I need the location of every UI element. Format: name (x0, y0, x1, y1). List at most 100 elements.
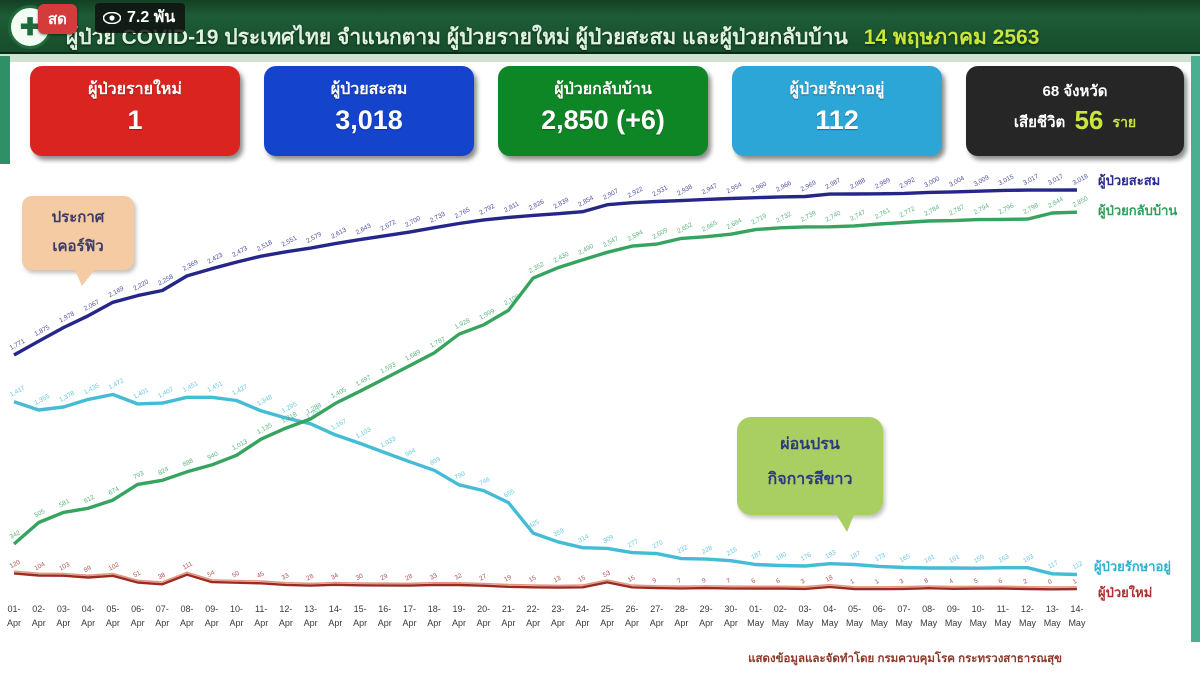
frame-strip-right (1191, 56, 1200, 642)
svg-text:746: 746 (478, 476, 491, 487)
svg-text:Apr: Apr (131, 618, 145, 628)
svg-text:06-: 06- (873, 604, 886, 614)
svg-text:Apr: Apr (304, 618, 318, 628)
svg-text:2,839: 2,839 (552, 196, 570, 210)
svg-text:3,004: 3,004 (948, 175, 966, 189)
stat-value: 2,850 (+6) (541, 105, 665, 135)
svg-text:20-: 20- (477, 604, 490, 614)
svg-text:2,609: 2,609 (651, 227, 669, 241)
svg-text:Apr: Apr (526, 618, 540, 628)
annotation-curfew: ประกาศ เคอร์ฟิว (22, 196, 134, 286)
svg-text:2,761: 2,761 (874, 207, 892, 221)
svg-text:May: May (846, 618, 864, 628)
svg-text:08-: 08- (181, 604, 194, 614)
svg-text:May: May (920, 618, 938, 628)
svg-text:05-: 05- (848, 604, 861, 614)
svg-text:02-: 02- (774, 604, 787, 614)
stat-label: ผู้ป่วยรักษาอยู่ (789, 81, 885, 98)
svg-text:3: 3 (800, 578, 807, 586)
svg-text:309: 309 (602, 534, 615, 545)
svg-text:2,732: 2,732 (775, 211, 793, 225)
svg-text:May: May (1019, 618, 1037, 628)
annotation-curfew-line2: เคอร์ฟิว (52, 237, 104, 255)
svg-text:2,989: 2,989 (874, 177, 892, 191)
svg-text:18-: 18- (428, 604, 441, 614)
svg-text:2,473: 2,473 (231, 245, 249, 259)
svg-text:01-: 01- (7, 604, 20, 614)
svg-text:3,015: 3,015 (997, 173, 1015, 187)
svg-text:2,739: 2,739 (800, 210, 818, 224)
stat-card-recovered: ผู้ป่วยกลับบ้าน 2,850 (+6) (498, 66, 708, 156)
svg-text:232: 232 (676, 544, 689, 555)
svg-text:19: 19 (503, 574, 513, 584)
svg-text:28: 28 (305, 573, 315, 583)
svg-text:18: 18 (824, 574, 834, 584)
svg-text:04-: 04- (82, 604, 95, 614)
svg-text:2,966: 2,966 (775, 180, 793, 194)
svg-text:25-: 25- (601, 604, 614, 614)
stat-value: 1 (127, 105, 143, 135)
svg-text:1,427: 1,427 (231, 383, 249, 397)
svg-text:117: 117 (1047, 559, 1060, 570)
svg-text:19-: 19- (452, 604, 465, 614)
svg-text:581: 581 (58, 498, 71, 509)
svg-text:425: 425 (528, 518, 541, 529)
svg-text:342: 342 (9, 529, 22, 540)
svg-text:02-: 02- (32, 604, 45, 614)
svg-text:2,594: 2,594 (627, 229, 645, 243)
svg-text:12-: 12- (279, 604, 292, 614)
svg-text:30: 30 (355, 572, 365, 582)
svg-text:3,018: 3,018 (1072, 173, 1090, 187)
svg-text:13: 13 (552, 575, 562, 585)
svg-text:2,792: 2,792 (478, 203, 496, 217)
svg-text:2,672: 2,672 (379, 219, 397, 233)
svg-text:1: 1 (874, 578, 881, 586)
frame-strip-left (0, 56, 10, 164)
stat-label: ผู้ป่วยรายใหม่ (88, 81, 182, 98)
svg-text:Apr: Apr (576, 618, 590, 628)
svg-text:2,796: 2,796 (997, 202, 1015, 216)
deaths-line: เสียชีวิต 56 ราย (966, 105, 1184, 136)
svg-text:26-: 26- (625, 604, 638, 614)
svg-text:2,551: 2,551 (281, 235, 299, 249)
stat-label: ผู้ป่วยกลับบ้าน (554, 81, 652, 98)
svg-text:03-: 03- (57, 604, 70, 614)
svg-text:120: 120 (9, 559, 22, 570)
svg-text:505: 505 (33, 508, 46, 519)
svg-text:2,969: 2,969 (800, 179, 818, 193)
svg-text:09-: 09- (205, 604, 218, 614)
svg-text:Apr: Apr (32, 618, 46, 628)
svg-text:1,451: 1,451 (206, 380, 224, 394)
svg-text:187: 187 (750, 550, 763, 561)
svg-text:824: 824 (157, 466, 170, 477)
svg-text:1,167: 1,167 (330, 418, 348, 432)
svg-text:Apr: Apr (403, 618, 417, 628)
svg-text:07-: 07- (156, 604, 169, 614)
svg-text:28: 28 (404, 573, 414, 583)
svg-text:21-: 21- (502, 604, 515, 614)
svg-text:14-: 14- (329, 604, 342, 614)
svg-text:674: 674 (108, 485, 121, 496)
svg-text:4: 4 (948, 578, 955, 586)
svg-text:27: 27 (478, 573, 488, 583)
svg-text:29: 29 (379, 572, 389, 582)
svg-text:163: 163 (997, 553, 1010, 564)
svg-text:May: May (747, 618, 765, 628)
svg-text:1: 1 (849, 578, 856, 586)
svg-text:1,033: 1,033 (379, 435, 397, 449)
stat-card-active-cases: ผู้ป่วยรักษาอยู่ 112 (732, 66, 942, 156)
svg-text:Apr: Apr (328, 618, 342, 628)
stat-card-new-cases: ผู้ป่วยรายใหม่ 1 (30, 66, 240, 156)
svg-text:Apr: Apr (600, 618, 614, 628)
svg-text:1,355: 1,355 (33, 393, 51, 407)
svg-text:964: 964 (404, 447, 417, 458)
svg-text:270: 270 (651, 539, 664, 550)
svg-text:104: 104 (33, 561, 46, 572)
svg-text:3,000: 3,000 (923, 175, 941, 189)
svg-text:888: 888 (182, 457, 195, 468)
annotation-easing: ผ่อนปรน กิจการสีขาว (737, 417, 883, 532)
eye-icon (103, 11, 121, 24)
svg-text:2,960: 2,960 (750, 180, 768, 194)
svg-text:6: 6 (750, 577, 757, 585)
svg-text:1,401: 1,401 (132, 387, 150, 401)
